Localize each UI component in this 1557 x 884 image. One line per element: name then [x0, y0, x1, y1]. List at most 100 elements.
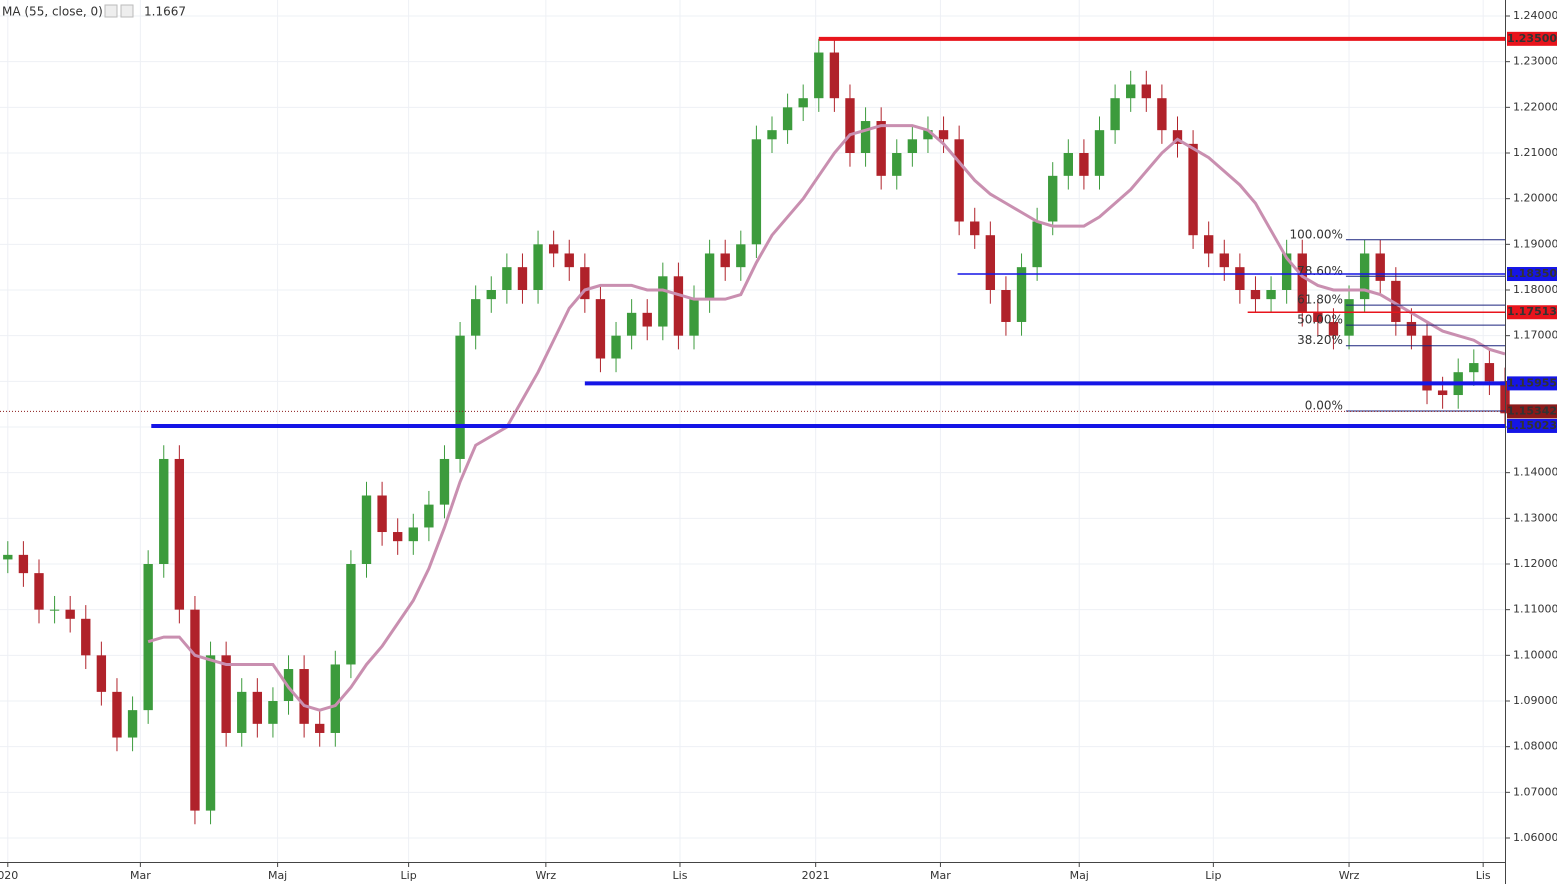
y-tick-label: 1.19000 — [1513, 237, 1557, 250]
candle-body — [1406, 321, 1417, 336]
candle-body — [1344, 299, 1354, 336]
x-tick-label: Maj — [268, 869, 287, 882]
close-icon[interactable] — [120, 4, 134, 18]
candle-body — [190, 609, 200, 811]
candle-body — [377, 495, 387, 533]
candle-body — [65, 609, 75, 619]
candle-body — [611, 335, 621, 359]
candle-body — [923, 130, 933, 140]
indicator-value: 1.1667 — [144, 5, 186, 19]
candle-body — [439, 458, 450, 505]
candle-body — [1048, 175, 1058, 222]
candle-body — [1063, 153, 1073, 176]
candle-body — [1250, 290, 1261, 300]
y-tick-label: 1.20000 — [1513, 192, 1557, 205]
fib-label: 38.20% — [1297, 333, 1343, 347]
candle-body — [315, 723, 325, 733]
candle-body — [689, 299, 699, 336]
candle-body — [845, 98, 855, 153]
candle-body — [1328, 321, 1339, 336]
y-tick-label: 1.23000 — [1513, 55, 1557, 68]
candle-body — [1079, 153, 1089, 176]
candle-body — [205, 655, 216, 811]
candle-body — [1437, 390, 1448, 396]
candle-body — [1469, 363, 1479, 373]
level-tag — [1507, 376, 1557, 391]
candle-body — [18, 554, 29, 574]
x-tick-label: 020 — [0, 869, 18, 882]
x-tick-label: Wrz — [1339, 869, 1360, 882]
moving-average — [147, 124, 1506, 712]
plot: 100.00% 78.60% 61.80% 50.00% 38.20% 0.00% — [0, 36, 1510, 825]
x-tick-label: Mar — [130, 869, 151, 882]
candle-body — [548, 244, 559, 254]
candle-body — [1032, 221, 1042, 268]
candle-body — [408, 527, 418, 542]
x-tick-label: 2021 — [802, 869, 830, 882]
candle-body — [221, 655, 231, 733]
candle-body — [237, 691, 247, 733]
candle-body — [159, 458, 169, 564]
candle-body — [954, 139, 964, 222]
candle-body — [1110, 98, 1120, 131]
candle-body — [1126, 84, 1136, 99]
candle-body — [174, 458, 185, 610]
candle-body — [595, 299, 606, 359]
level-tag — [1507, 418, 1557, 433]
candle-body — [1391, 280, 1401, 322]
candle-body — [985, 235, 996, 290]
fib-label: 50.00% — [1297, 313, 1343, 327]
candle-body — [1001, 290, 1011, 322]
x-tick-label: Lip — [1205, 869, 1221, 882]
candle-body — [1157, 98, 1167, 131]
y-tick-label: 1.09000 — [1513, 694, 1557, 707]
y-tick-label: 1.13000 — [1513, 511, 1557, 524]
y-tick-label: 1.12000 — [1513, 557, 1557, 570]
x-tick-label: Lip — [401, 869, 417, 882]
level-tag — [1507, 31, 1557, 46]
candle-body — [1313, 312, 1323, 322]
y-tick-label: 1.14000 — [1513, 466, 1557, 479]
candle-body — [736, 244, 746, 268]
y-tick-label: 1.21000 — [1513, 146, 1557, 159]
candle-body — [424, 504, 434, 528]
candle-body — [49, 609, 60, 611]
candle-body — [1297, 253, 1307, 313]
level-tag — [1507, 267, 1557, 282]
candle-body — [564, 253, 574, 268]
candle-body — [1235, 267, 1245, 290]
candle-body — [1016, 267, 1027, 322]
candle-body — [1375, 253, 1385, 281]
y-tick-label: 1.18000 — [1513, 283, 1557, 296]
indicator-name: MA (55, close, 0) — [2, 5, 103, 19]
candle-body — [1484, 363, 1495, 382]
candle-body — [892, 153, 902, 176]
candle-body — [330, 664, 340, 733]
candle-body — [1281, 253, 1292, 290]
y-tick-label: 1.06000 — [1513, 831, 1557, 844]
x-tick-label: Lis — [673, 869, 688, 882]
candle-body — [751, 139, 762, 245]
candle-body — [704, 253, 715, 300]
candle-body — [1422, 335, 1432, 391]
candle-body — [533, 244, 543, 290]
fib-label: 100.00% — [1290, 227, 1343, 241]
x-tick-label: Lis — [1476, 869, 1491, 882]
candle-body — [938, 130, 949, 140]
candle-body — [580, 267, 590, 300]
candle-body — [1094, 130, 1105, 176]
candle-body — [829, 52, 840, 99]
settings-icon[interactable] — [104, 4, 118, 18]
candle-body — [1172, 130, 1183, 144]
level-tag — [1507, 305, 1557, 320]
candle-body — [81, 618, 91, 656]
level-label: 1.15955 — [1507, 376, 1557, 389]
candle-body — [1141, 84, 1151, 99]
candle-body — [876, 121, 886, 176]
y-tick-label: 1.24000 — [1513, 9, 1557, 22]
x-tick-label: Maj — [1070, 869, 1089, 882]
candle-body — [112, 691, 122, 738]
x-tick-label: Wrz — [536, 869, 557, 882]
candle-body — [642, 312, 652, 327]
